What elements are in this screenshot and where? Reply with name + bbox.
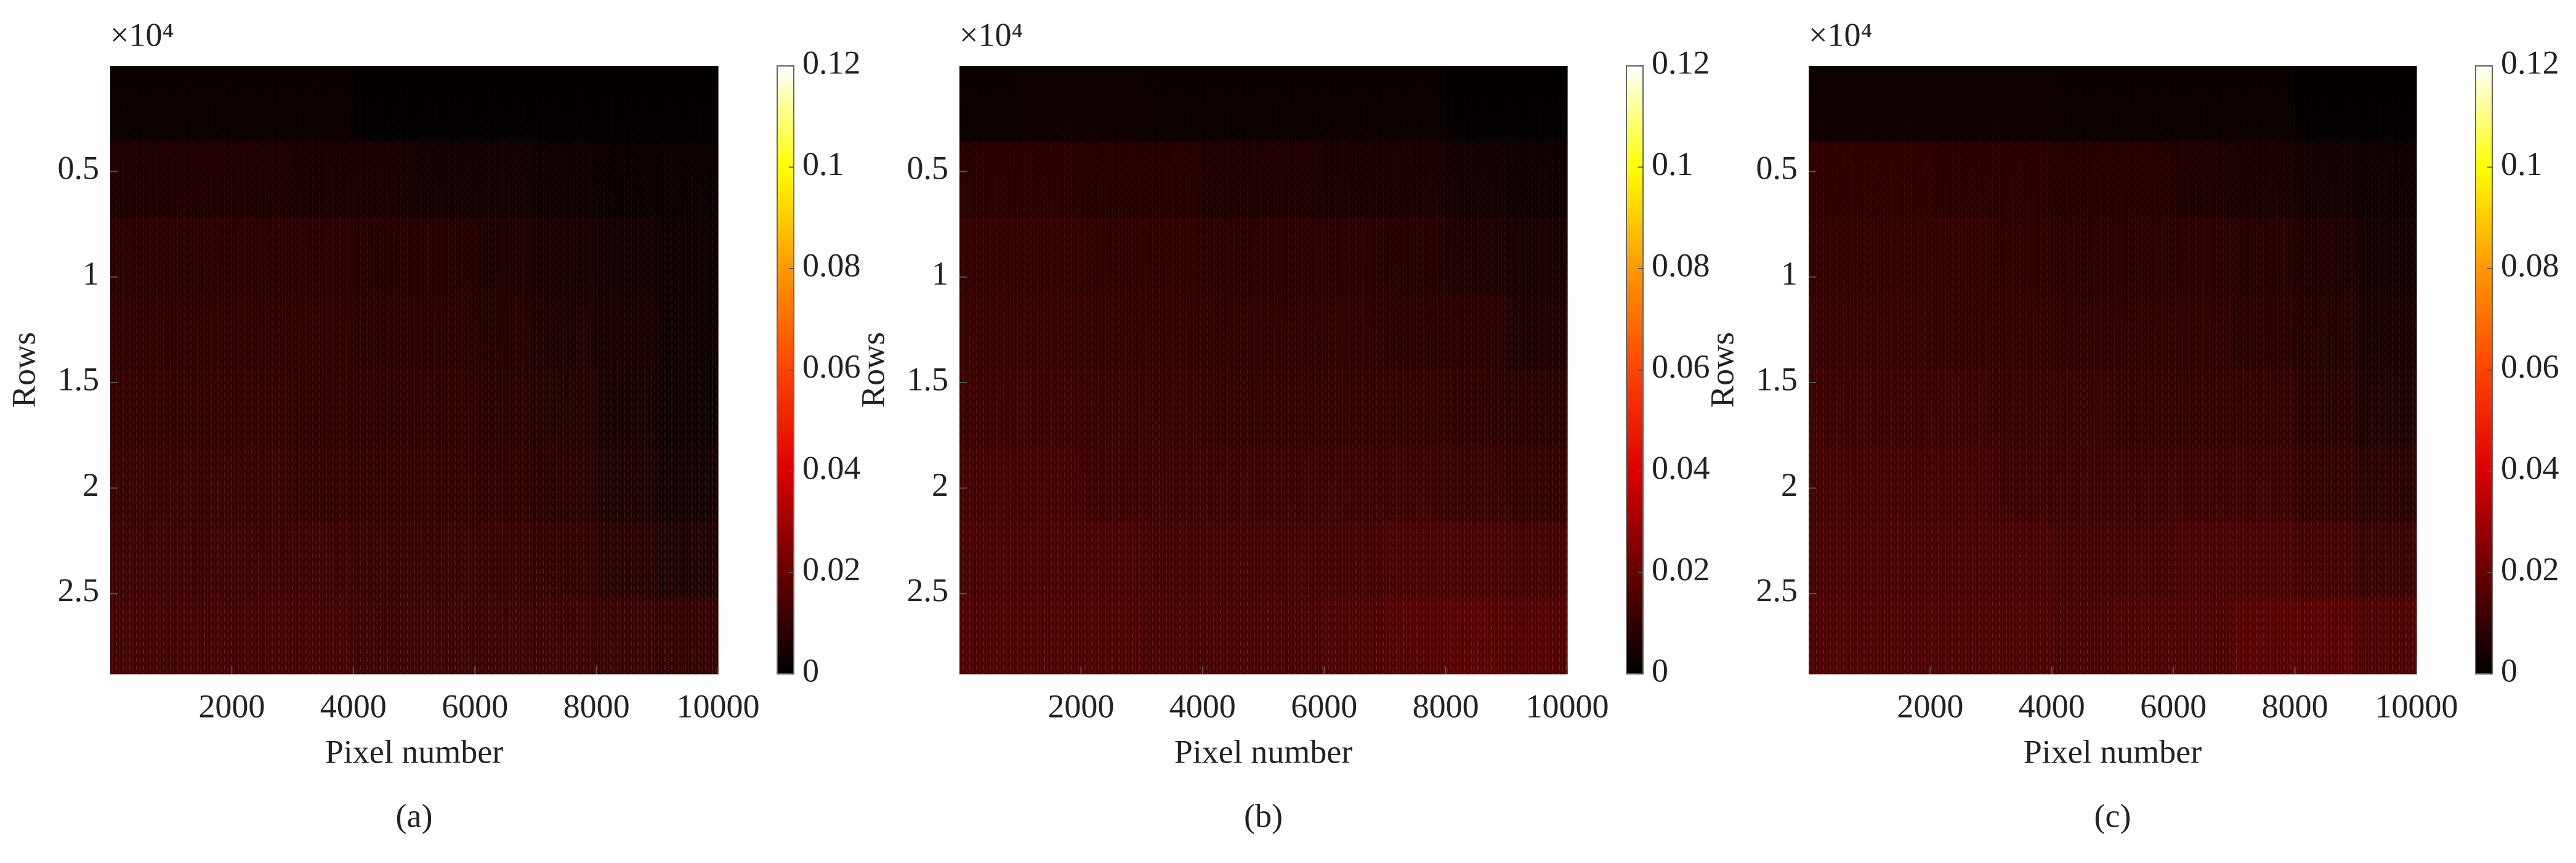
y-tick-label: 1: [932, 255, 948, 292]
y-tick-label: 0.5: [58, 150, 100, 187]
y-tick-label: 2.5: [1756, 572, 1798, 609]
x-tick-label: 6000: [442, 687, 508, 724]
x-tick-label: 2000: [198, 687, 265, 724]
x-tick-label: 4000: [1169, 687, 1236, 724]
colorbar-tick-label: 0: [802, 652, 819, 689]
colorbar-tick-label: 0.1: [1652, 145, 1694, 182]
x-tick-label: 2000: [1048, 687, 1114, 724]
colorbar-tick-label: 0.04: [802, 449, 861, 486]
y-multiplier: ×10⁴: [110, 16, 174, 53]
x-tick-label: 6000: [1291, 687, 1357, 724]
panel: 2000 4000 6000 8000 10000 0.5 1 1.5 2 2.5 ×10⁴ Pixe…: [854, 16, 1710, 834]
y-tick-label: 1: [1781, 255, 1798, 292]
x-axis-label: Pixel number: [1174, 733, 1352, 770]
x-tick-label: 6000: [2140, 687, 2207, 724]
x-tick-label: 2000: [1897, 687, 1963, 724]
colorbar-tick-label: 0.08: [2501, 246, 2559, 283]
y-tick-label: 2: [1781, 466, 1798, 503]
y-tick-label: 2.5: [907, 572, 949, 609]
texture: [1809, 66, 2417, 674]
y-tick-label: 2: [932, 466, 948, 503]
y-axis-label: Rows: [5, 332, 42, 408]
y-tick-label: 1.5: [1756, 360, 1798, 397]
x-tick-label: 10000: [1526, 687, 1609, 724]
panel-label: (a): [396, 797, 433, 834]
x-tick-label: 8000: [1413, 687, 1479, 724]
panel-label: (b): [1244, 797, 1283, 834]
texture: [959, 66, 1567, 674]
colorbar-tick-label: 0.1: [802, 145, 844, 182]
colorbar-tick-label: 0.04: [2501, 449, 2559, 486]
colorbar-tick-label: 0.02: [2501, 551, 2559, 588]
colorbar-tick-label: 0: [1652, 652, 1668, 689]
x-axis-label: Pixel number: [325, 733, 503, 770]
y-tick-label: 1: [83, 255, 99, 292]
y-axis-label: Rows: [1703, 332, 1740, 408]
y-multiplier: ×10⁴: [959, 16, 1023, 53]
y-tick-label: 1.5: [907, 360, 949, 397]
x-tick-label: 10000: [2375, 687, 2458, 724]
colorbar-tick-label: 0.12: [2501, 44, 2559, 81]
colorbar-tick-label: 0.08: [802, 246, 861, 283]
colorbar-tick-label: 0.12: [802, 44, 861, 81]
x-tick-label: 8000: [563, 687, 630, 724]
y-tick-label: 2.5: [58, 572, 100, 609]
colorbar-tick-label: 0.06: [2501, 348, 2559, 385]
colorbar-tick-label: 0.06: [802, 348, 861, 385]
colorbar-tick-label: 0.02: [802, 551, 861, 588]
colorbar-tick-label: 0.1: [2501, 145, 2543, 182]
colorbar-tick-label: 0.12: [1652, 44, 1710, 81]
y-tick-label: 1.5: [58, 360, 100, 397]
colorbar-tick-label: 0.04: [1652, 449, 1710, 486]
x-axis-label: Pixel number: [2024, 733, 2202, 770]
y-tick-label: 0.5: [1756, 150, 1798, 187]
y-tick-label: 2: [83, 466, 99, 503]
x-tick-label: 4000: [320, 687, 387, 724]
y-axis-label: Rows: [854, 332, 891, 408]
x-tick-label: 4000: [2019, 687, 2085, 724]
x-tick-label: 10000: [677, 687, 760, 724]
texture: [110, 66, 718, 674]
panel: 2000 4000 6000 8000 10000 0.5 1 1.5 2 2.5 ×10⁴ Pixe…: [5, 16, 860, 834]
y-multiplier: ×10⁴: [1809, 16, 1872, 53]
colorbar-tick-label: 0.08: [1652, 246, 1710, 283]
colorbar-tick-label: 0.06: [1652, 348, 1710, 385]
colorbar-tick-label: 0.02: [1652, 551, 1710, 588]
panel-label: (c): [2094, 797, 2131, 834]
colorbar-tick-label: 0: [2501, 652, 2517, 689]
panel: 2000 4000 6000 8000 10000 0.5 1 1.5 2 2.5 ×10⁴ Pixe…: [1703, 16, 2559, 834]
y-tick-label: 0.5: [907, 150, 949, 187]
x-tick-label: 8000: [2262, 687, 2328, 724]
